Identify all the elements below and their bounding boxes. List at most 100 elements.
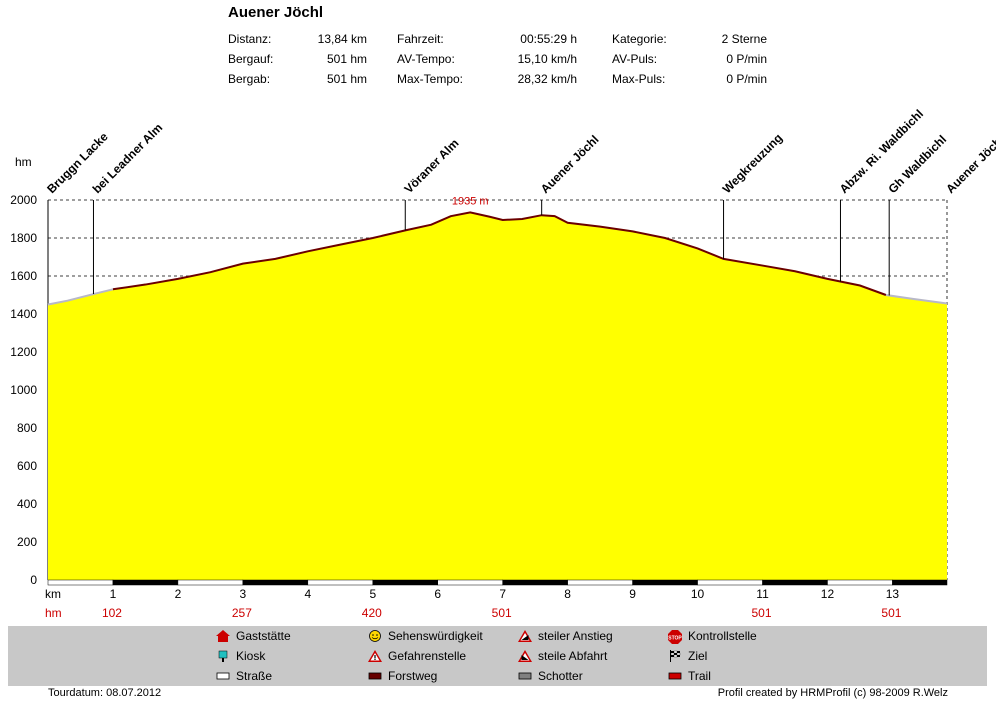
waypoint-label: Auener Jöchl xyxy=(538,132,602,196)
surface-segment xyxy=(112,579,179,586)
x-tick-label: 4 xyxy=(304,587,311,601)
elevation-line-forest xyxy=(112,211,887,296)
x-axis-label: km xyxy=(45,587,61,601)
x-tick-label: 12 xyxy=(821,587,835,601)
waypoint-label: Wegkreuzung xyxy=(720,131,785,196)
x-tick-label: 7 xyxy=(499,587,506,601)
stat-value-distanz: 13,84 km xyxy=(317,32,367,46)
stat-value-max-tempo: 28,32 km/h xyxy=(517,72,577,86)
surface-segment xyxy=(242,579,309,586)
y-tick-label: 1200 xyxy=(10,345,37,359)
y-tick-label: 800 xyxy=(17,421,37,435)
stat-value-max-puls: 0 P/min xyxy=(726,72,767,86)
surface-segment xyxy=(437,579,503,586)
legend-label: Straße xyxy=(236,669,273,683)
stat-value-bergauf: 501 hm xyxy=(326,52,367,66)
gravel-swatch-icon xyxy=(518,670,532,682)
legend-item-ziel: Ziel xyxy=(668,649,707,663)
legend: Gaststätte Kiosk Straße Sehenswürdigkeit… xyxy=(8,626,987,686)
legend-label: Trail xyxy=(688,669,711,683)
y-tick-label: 200 xyxy=(17,535,37,549)
tour-date: Tourdatum: 08.07.2012 xyxy=(48,687,162,699)
surface-segment xyxy=(177,579,244,586)
stat-label-fahrzeit: Fahrzeit: xyxy=(397,32,444,46)
legend-label: Schotter xyxy=(538,669,583,683)
legend-label: steiler Anstieg xyxy=(538,629,613,643)
stat-value-fahrzeit: 00:55:29 h xyxy=(520,32,577,46)
y-tick-label: 2000 xyxy=(10,193,37,207)
legend-label: steile Abfahrt xyxy=(538,649,608,663)
x-tick-label: 11 xyxy=(756,587,769,601)
surface-segment xyxy=(632,579,698,586)
x-tick-label: 9 xyxy=(629,587,636,601)
legend-label: Gaststätte xyxy=(236,629,291,643)
x-tick-label: 2 xyxy=(175,587,182,601)
x-tick-label: 3 xyxy=(240,587,247,601)
legend-label: Forstweg xyxy=(388,669,438,683)
surface-segment xyxy=(47,579,114,586)
stat-value-av-tempo: 15,10 km/h xyxy=(517,52,577,66)
legend-item-steiler-anstieg: steiler Anstieg xyxy=(518,629,613,643)
chart-title: Auener Jöchl xyxy=(228,4,324,21)
stat-value-bergab: 501 hm xyxy=(326,72,367,86)
stat-value-av-puls: 0 P/min xyxy=(726,52,767,66)
y-tick-label: 400 xyxy=(17,497,37,511)
legend-item-gefahrenstelle: Gefahrenstelle xyxy=(368,649,466,663)
surface-segment xyxy=(827,579,893,586)
stop-icon: STOP xyxy=(668,630,682,644)
x-tick-label: 1 xyxy=(110,587,117,601)
warning-icon xyxy=(368,650,382,662)
legend-item-schotter: Schotter xyxy=(518,669,583,683)
forest-road-swatch-icon xyxy=(368,670,382,682)
waypoint-label: Vöraner Alm xyxy=(401,136,461,196)
smiley-icon xyxy=(368,630,382,642)
surface-segment xyxy=(762,579,828,586)
house-icon xyxy=(216,630,230,642)
legend-item-steile-abfahrt: steile Abfahrt xyxy=(518,649,607,663)
x-tick-label: 6 xyxy=(434,587,441,601)
surface-segment xyxy=(502,579,568,586)
peak-label: 1935 m xyxy=(452,195,489,207)
climb-value: 501 xyxy=(492,606,512,620)
legend-item-sehenswuerdigkeit: Sehenswürdigkeit xyxy=(368,629,483,643)
y-axis-label: hm xyxy=(15,155,32,169)
y-tick-label: 600 xyxy=(17,459,37,473)
stat-label-bergauf: Bergauf: xyxy=(228,52,274,66)
legend-label: Kiosk xyxy=(236,649,266,663)
credit-text: Profil created by HRMProfil (c) 98-2009 … xyxy=(717,687,948,699)
climb-row-label: hm xyxy=(45,606,62,620)
climb-value: 420 xyxy=(362,606,382,620)
stat-label-max-tempo: Max-Tempo: xyxy=(397,72,464,86)
surface-segment xyxy=(307,579,374,586)
legend-item-trail: Trail xyxy=(668,669,711,683)
trail-swatch-icon xyxy=(668,670,682,682)
elevation-line-road-start xyxy=(47,288,114,306)
stat-label-kategorie: Kategorie: xyxy=(612,32,667,46)
stat-label-av-tempo: AV-Tempo: xyxy=(397,52,455,66)
legend-item-forstweg: Forstweg xyxy=(368,669,437,683)
x-tick-label: 5 xyxy=(369,587,376,601)
road-swatch-icon xyxy=(216,670,230,682)
stat-label-max-puls: Max-Puls: xyxy=(612,72,666,86)
climb-value: 102 xyxy=(102,606,122,620)
finish-flag-icon xyxy=(668,650,682,662)
y-axis-ticks: 0 200 400 600 800 1000 1200 1400 1600 1800 2000 xyxy=(10,193,37,587)
stat-value-kategorie: 2 Sterne xyxy=(721,32,767,46)
elevation-line-road-end xyxy=(885,294,948,305)
y-tick-label: 1600 xyxy=(10,269,37,283)
legend-label: Gefahrenstelle xyxy=(388,649,467,663)
cumulative-climb-row: 102 257 420 501 501 501 xyxy=(102,606,902,620)
surface-segment xyxy=(892,579,948,586)
stat-label-distanz: Distanz: xyxy=(228,32,272,46)
legend-item-strasse: Straße xyxy=(216,669,272,683)
surface-segment xyxy=(372,579,438,586)
y-tick-label: 1800 xyxy=(10,231,37,245)
steep-descent-icon xyxy=(518,650,532,662)
legend-item-kontrollstelle: STOP Kontrollstelle xyxy=(668,629,757,644)
y-tick-label: 1000 xyxy=(10,383,37,397)
waypoint-label: Abzw. Ri. Waldbichl xyxy=(837,107,926,196)
svg-text:STOP: STOP xyxy=(668,636,682,642)
climb-value: 501 xyxy=(881,606,901,620)
surface-segment xyxy=(697,579,763,586)
